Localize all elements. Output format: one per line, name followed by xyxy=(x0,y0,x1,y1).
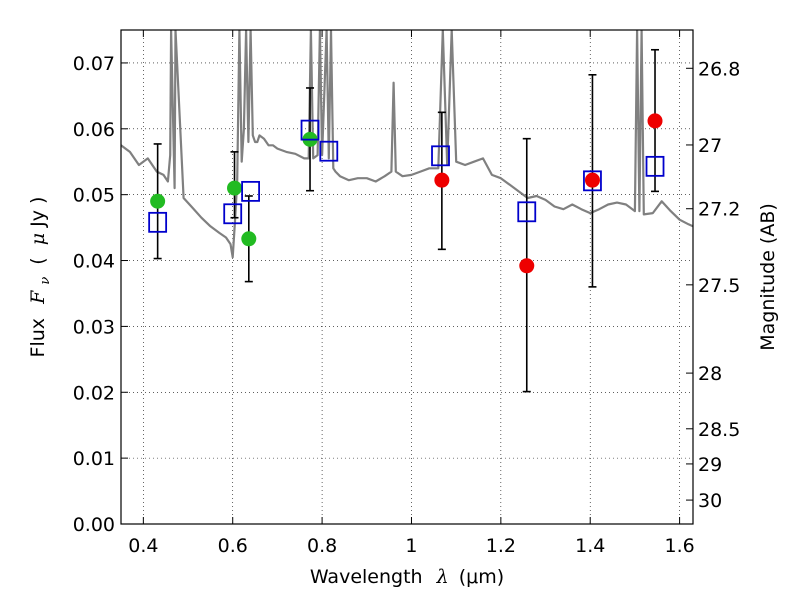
x-tick-label: 1 xyxy=(405,535,417,557)
model-flux-box xyxy=(223,203,243,225)
x-tick-label: 1.6 xyxy=(664,535,694,557)
y-axis-title-unit-symbol: μ xyxy=(27,233,49,245)
model-spectrum-layer xyxy=(121,30,693,259)
x-tick-label: 0.6 xyxy=(218,535,248,557)
tick-layer: 0.4 0.6 0.8 1 1.2 1.4 1.6 0.00 0.01 0.02 0.03 0.04 0… xyxy=(73,30,740,557)
y-tick-label: 0.02 xyxy=(73,382,115,404)
y2-tick-label: 30 xyxy=(698,490,722,512)
x-tick-label: 0.4 xyxy=(128,535,158,557)
model-flux-box xyxy=(319,140,339,162)
x-tick-label: 0.8 xyxy=(307,535,337,557)
y2-axis-title: Magnitude (AB) xyxy=(757,203,779,351)
y-tick-label: 0.06 xyxy=(73,119,115,141)
model-flux-box xyxy=(300,119,320,141)
model-flux-box xyxy=(148,211,168,233)
y-axis-title-unit-rest: Jy ) xyxy=(27,197,49,228)
data-point-layer xyxy=(150,113,663,274)
red-data-point xyxy=(519,258,535,274)
red-data-point xyxy=(584,172,600,188)
model-flux-box xyxy=(517,201,537,223)
green-data-point xyxy=(227,180,243,196)
y2-tick-label: 28.5 xyxy=(698,419,740,441)
model-spectrum-line xyxy=(121,30,693,259)
x-axis-title-unit: (μm) xyxy=(459,566,504,588)
red-data-point xyxy=(434,172,450,188)
y-axis-title-unit-open: ( xyxy=(27,257,49,264)
x-axis-title: Wavelength λ (μm) xyxy=(310,566,504,588)
y2-tick-label: 27 xyxy=(698,135,722,157)
green-data-point xyxy=(150,193,166,209)
y-tick-label: 0.01 xyxy=(73,448,115,470)
green-data-point xyxy=(241,231,257,247)
x-tick-label: 1.2 xyxy=(486,535,516,557)
model-flux-box xyxy=(431,145,450,167)
y-tick-label: 0.03 xyxy=(73,316,115,338)
y-axis-title: Flux F ν ( μ Jy ) xyxy=(27,197,54,358)
y-tick-label: 0.07 xyxy=(73,53,115,75)
x-axis-title-text: Wavelength xyxy=(310,566,423,588)
y2-tick-label: 29 xyxy=(698,454,722,476)
x-tick-label: 1.4 xyxy=(575,535,605,557)
y-tick-label: 0.04 xyxy=(73,251,115,273)
model-box-layer xyxy=(148,119,665,233)
y2-tick-label: 27.5 xyxy=(698,275,740,297)
y2-tick-label: 27.2 xyxy=(698,199,740,221)
y2-tick-label: 26.8 xyxy=(698,58,740,80)
y-axis-title-subscript: ν xyxy=(38,277,53,285)
red-data-point xyxy=(647,113,663,129)
model-flux-box xyxy=(583,170,602,192)
y-axis-title-symbol: F xyxy=(27,290,49,305)
y-tick-label: 0.05 xyxy=(73,185,115,207)
x-axis-title-symbol: λ xyxy=(436,566,449,588)
model-flux-box xyxy=(645,155,665,177)
y-axis-title-text: Flux xyxy=(27,318,49,358)
y2-tick-label: 28 xyxy=(698,363,722,385)
plot-area xyxy=(121,30,693,524)
model-flux-box xyxy=(241,180,260,202)
y-tick-label: 0.00 xyxy=(73,514,115,536)
plot-frame xyxy=(120,29,694,525)
